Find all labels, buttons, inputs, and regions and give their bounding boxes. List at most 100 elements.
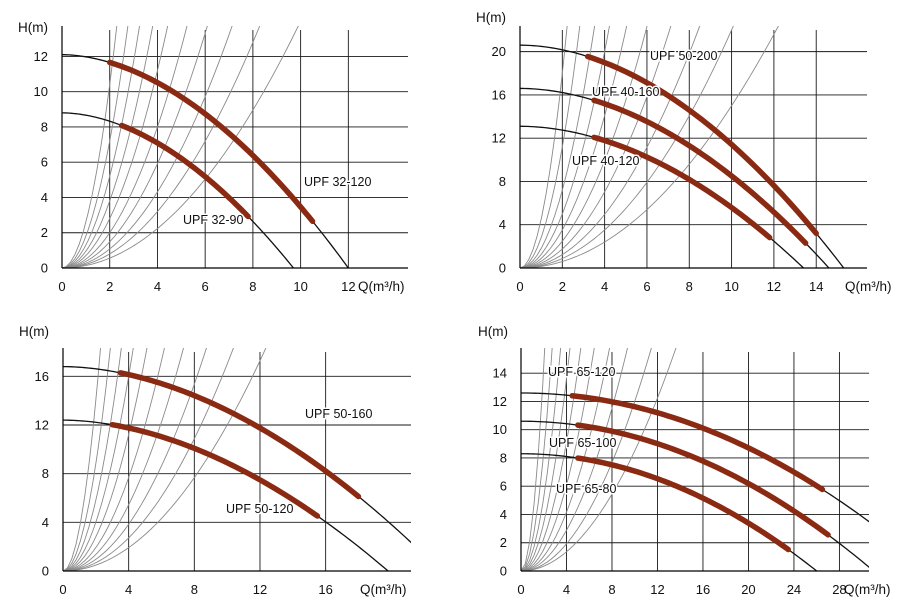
series-label-upf-32-90: UPF 32-90 — [183, 213, 243, 227]
system-curve-9 — [62, 26, 261, 268]
x-axis-title: Q(m³/h) — [845, 279, 892, 294]
series-label-upf-50-120: UPF 50-120 — [226, 502, 293, 516]
operating-range-upf-32-90 — [118, 122, 251, 220]
operating-range-upf-40-120 — [591, 134, 773, 241]
operating-range-upf-50-120 — [109, 421, 321, 519]
system-curve-8 — [521, 348, 628, 571]
y-axis-title: H(m) — [476, 10, 506, 25]
y-tick-label: 0 — [499, 261, 506, 276]
x-tick-label: 4 — [154, 279, 161, 294]
x-tick-label: 12 — [253, 582, 267, 597]
y-tick-label: 14 — [493, 366, 507, 381]
operating-range-upf-50-200 — [584, 53, 819, 237]
system-curve-7 — [521, 348, 611, 571]
x-tick-label: 4 — [601, 279, 608, 294]
x-tick-label: 14 — [809, 279, 823, 294]
y-tick-label: 4 — [42, 515, 49, 530]
y-axis-title: H(m) — [478, 324, 508, 339]
system-curve-10 — [520, 26, 779, 268]
y-tick-label: 16 — [35, 369, 49, 384]
system-curve-1 — [62, 26, 118, 268]
y-tick-label: 10 — [34, 84, 48, 99]
series-label-upf-40-120: UPF 40-120 — [572, 154, 639, 168]
system-curve-2 — [520, 26, 581, 268]
system-curve-5 — [63, 348, 148, 571]
y-tick-label: 6 — [41, 155, 48, 170]
x-axis-title: Q(m³/h) — [358, 279, 405, 294]
y-tick-label: 8 — [42, 466, 49, 481]
y-tick-label: 8 — [499, 174, 506, 189]
system-curve-10 — [63, 348, 267, 571]
y-tick-label: 2 — [500, 535, 507, 550]
y-tick-label: 0 — [41, 261, 48, 276]
pump-curve-upf-32-90 — [62, 112, 294, 268]
y-tick-label: 4 — [499, 217, 506, 232]
system-curve-1 — [520, 26, 568, 268]
x-axis-title: Q(m³/h) — [360, 582, 407, 597]
operating-range-upf-32-120 — [106, 59, 316, 225]
y-tick-label: 8 — [41, 119, 48, 134]
x-tick-label: 28 — [832, 582, 846, 597]
y-tick-label: 4 — [500, 507, 507, 522]
system-curve-5 — [62, 26, 169, 268]
operating-range-upf-65-120 — [569, 393, 826, 493]
system-curve-10 — [521, 348, 677, 571]
system-curve-8 — [520, 26, 701, 268]
x-tick-label: 12 — [767, 279, 781, 294]
system-curve-2 — [62, 26, 129, 268]
x-tick-label: 0 — [517, 582, 524, 597]
system-curve-3 — [63, 348, 122, 571]
system-curve-4 — [62, 26, 154, 268]
y-tick-label: 10 — [493, 422, 507, 437]
x-tick-label: 24 — [787, 582, 801, 597]
x-tick-label: 4 — [125, 582, 132, 597]
system-curve-1 — [521, 348, 546, 571]
system-curve-7 — [63, 348, 184, 571]
x-tick-label: 12 — [341, 279, 355, 294]
y-tick-label: 20 — [492, 44, 506, 59]
system-curve-5 — [521, 348, 582, 571]
system-curve-6 — [521, 348, 595, 571]
y-axis-title: H(m) — [19, 324, 49, 339]
system-curve-1 — [63, 348, 101, 571]
system-curve-5 — [520, 26, 628, 268]
operating-range-upf-50-160 — [117, 370, 362, 500]
x-tick-label: 2 — [106, 279, 113, 294]
system-curve-3 — [520, 26, 596, 268]
x-tick-label: 2 — [559, 279, 566, 294]
system-curve-2 — [521, 348, 553, 571]
x-tick-label: 16 — [318, 582, 332, 597]
x-tick-label: 6 — [202, 279, 209, 294]
series-label-upf-32-120: UPF 32-120 — [304, 175, 371, 189]
x-tick-label: 10 — [293, 279, 307, 294]
x-tick-label: 0 — [516, 279, 523, 294]
x-tick-label: 0 — [58, 279, 65, 294]
operating-range-upf-40-160 — [591, 97, 809, 246]
x-tick-label: 8 — [686, 279, 693, 294]
y-axis-title: H(m) — [18, 20, 48, 35]
y-tick-label: 2 — [41, 225, 48, 240]
x-tick-label: 6 — [643, 279, 650, 294]
series-label-upf-50-160: UPF 50-160 — [305, 407, 372, 421]
y-tick-label: 16 — [492, 87, 506, 102]
operating-range-upf-65-80 — [575, 455, 791, 553]
system-curve-4 — [520, 26, 610, 268]
y-tick-label: 12 — [34, 49, 48, 64]
system-curve-4 — [63, 348, 134, 571]
series-label-upf-65-80: UPF 65-80 — [556, 482, 616, 496]
y-tick-label: 12 — [492, 131, 506, 146]
system-curve-6 — [63, 348, 165, 571]
x-tick-label: 8 — [608, 582, 615, 597]
x-axis-title: Q(m³/h) — [844, 582, 891, 597]
chart-panel-upf-50: UPF 50-160 UPF 50-120 0 4 8 12 16 0 4 8 12 16 Q(m³/h… — [19, 324, 411, 597]
system-curve-8 — [62, 26, 233, 268]
series-label-upf-40-160: UPF 40-160 — [592, 85, 659, 99]
system-curve-9 — [520, 26, 734, 268]
y-tick-label: 0 — [500, 564, 507, 579]
x-tick-label: 8 — [191, 582, 198, 597]
system-curve-3 — [521, 348, 562, 571]
y-tick-label: 6 — [500, 479, 507, 494]
curves-group — [520, 26, 845, 268]
